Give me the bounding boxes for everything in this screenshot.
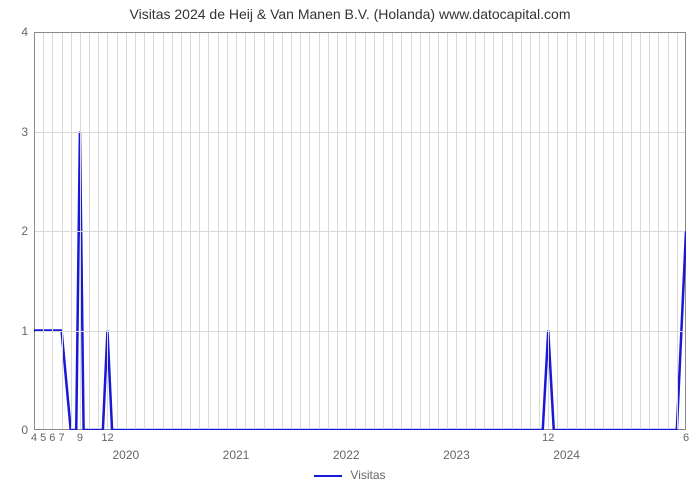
gridline-v — [80, 33, 81, 429]
gridline-v — [181, 33, 182, 429]
gridline-v — [383, 33, 384, 429]
gridline-v — [218, 33, 219, 429]
x-tick-label-year: 2022 — [333, 448, 360, 462]
gridline-v — [117, 33, 118, 429]
gridline-v — [98, 33, 99, 429]
y-tick-label: 1 — [21, 324, 28, 338]
gridline-v — [585, 33, 586, 429]
gridline-v — [456, 33, 457, 429]
gridline-v — [374, 33, 375, 429]
y-tick-label: 2 — [21, 224, 28, 238]
gridline-v — [512, 33, 513, 429]
gridline-v — [135, 33, 136, 429]
gridline-v — [89, 33, 90, 429]
gridline-v — [319, 33, 320, 429]
x-tick-label-month: 12 — [101, 432, 113, 444]
gridline-v — [530, 33, 531, 429]
chart-container: { "chart": { "type": "line", "title": "V… — [0, 0, 700, 500]
gridline-v — [622, 33, 623, 429]
gridline-v — [502, 33, 503, 429]
gridline-v — [649, 33, 650, 429]
gridline-v — [401, 33, 402, 429]
gridline-v — [43, 33, 44, 429]
plot-area — [34, 32, 686, 430]
gridline-v — [71, 33, 72, 429]
gridline-v — [576, 33, 577, 429]
y-tick-label: 0 — [21, 423, 28, 437]
y-tick-label: 3 — [21, 125, 28, 139]
gridline-h — [35, 331, 685, 332]
gridline-v — [438, 33, 439, 429]
x-tick-label-year: 2021 — [223, 448, 250, 462]
gridline-v — [594, 33, 595, 429]
gridline-v — [411, 33, 412, 429]
gridline-v — [163, 33, 164, 429]
gridline-v — [346, 33, 347, 429]
gridline-v — [273, 33, 274, 429]
x-tick-label-year: 2024 — [553, 448, 580, 462]
x-tick-label-month: 9 — [77, 432, 83, 444]
gridline-v — [365, 33, 366, 429]
gridline-v — [309, 33, 310, 429]
gridline-v — [677, 33, 678, 429]
gridline-v — [245, 33, 246, 429]
gridline-v — [567, 33, 568, 429]
gridline-v — [484, 33, 485, 429]
gridline-v — [420, 33, 421, 429]
legend: Visitas — [0, 468, 700, 482]
gridline-v — [227, 33, 228, 429]
legend-label: Visitas — [350, 468, 385, 482]
gridline-v — [208, 33, 209, 429]
gridline-v — [539, 33, 540, 429]
x-tick-label-year: 2023 — [443, 448, 470, 462]
gridline-v — [668, 33, 669, 429]
gridline-v — [475, 33, 476, 429]
x-tick-label-month: 6 — [49, 432, 55, 444]
x-tick-label-month: 5 — [40, 432, 46, 444]
gridline-v — [153, 33, 154, 429]
gridline-v — [521, 33, 522, 429]
gridline-v — [144, 33, 145, 429]
gridline-v — [603, 33, 604, 429]
gridline-v — [199, 33, 200, 429]
gridline-v — [466, 33, 467, 429]
gridline-v — [658, 33, 659, 429]
gridline-v — [291, 33, 292, 429]
gridline-v — [236, 33, 237, 429]
gridline-v — [172, 33, 173, 429]
gridline-v — [337, 33, 338, 429]
gridline-v — [557, 33, 558, 429]
gridline-h — [35, 132, 685, 133]
gridline-v — [107, 33, 108, 429]
chart-title: Visitas 2024 de Heij & Van Manen B.V. (H… — [0, 6, 700, 22]
gridline-v — [355, 33, 356, 429]
gridline-v — [429, 33, 430, 429]
legend-swatch — [314, 475, 342, 477]
gridline-v — [264, 33, 265, 429]
x-tick-label-month: 12 — [542, 432, 554, 444]
gridline-v — [613, 33, 614, 429]
gridline-v — [254, 33, 255, 429]
x-tick-label-month: 4 — [31, 432, 37, 444]
gridline-v — [282, 33, 283, 429]
gridline-v — [392, 33, 393, 429]
gridline-v — [493, 33, 494, 429]
gridline-v — [126, 33, 127, 429]
gridline-v — [190, 33, 191, 429]
gridline-v — [631, 33, 632, 429]
gridline-v — [447, 33, 448, 429]
x-tick-label-month: 6 — [683, 432, 689, 444]
gridline-v — [62, 33, 63, 429]
gridline-v — [52, 33, 53, 429]
x-tick-label-year: 2020 — [112, 448, 139, 462]
x-tick-label-month: 7 — [58, 432, 64, 444]
gridline-v — [328, 33, 329, 429]
series-line — [34, 132, 686, 431]
y-tick-label: 4 — [21, 25, 28, 39]
gridline-v — [300, 33, 301, 429]
gridline-v — [640, 33, 641, 429]
gridline-h — [35, 231, 685, 232]
gridline-v — [548, 33, 549, 429]
